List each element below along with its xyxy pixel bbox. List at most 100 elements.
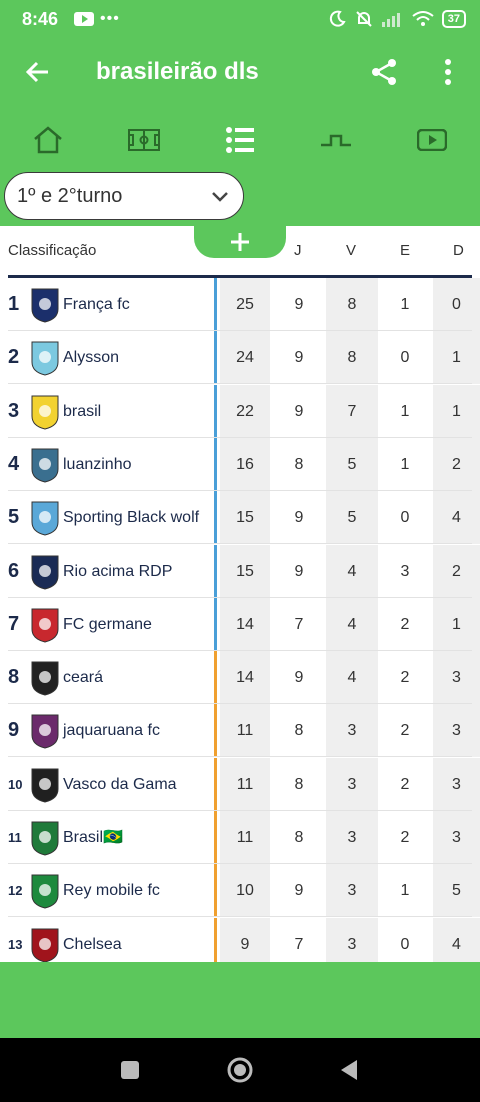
table-row[interactable]: 1 França fc 25 9 8 1 0 [0, 278, 480, 331]
expand-tab-button[interactable] [194, 226, 286, 258]
zone-indicator [214, 597, 217, 651]
recent-apps-icon[interactable] [116, 1056, 144, 1084]
table-header: Classificação P J V E D [0, 226, 480, 278]
position-number: 10 [8, 776, 23, 792]
team-name: jaquaruana fc [63, 722, 160, 740]
home-nav-icon[interactable] [226, 1056, 254, 1084]
team-crest-icon [31, 874, 59, 909]
losses-cell: 2 [433, 544, 480, 598]
table-row[interactable]: 4 luanzinho 16 8 5 1 2 [0, 437, 480, 491]
team-name: brasil [63, 402, 102, 420]
losses-cell: 1 [433, 331, 480, 385]
row-divider [8, 916, 472, 918]
wins-cell: 7 [326, 384, 378, 438]
tab-home[interactable] [28, 122, 68, 158]
table-row[interactable]: 3 brasil 22 9 7 1 1 [0, 384, 480, 438]
more-vert-icon[interactable] [436, 56, 460, 88]
draws-cell: 3 [400, 562, 410, 580]
team-name: Chelsea [63, 935, 122, 953]
back-nav-icon[interactable] [336, 1056, 364, 1084]
tab-field[interactable] [124, 122, 164, 158]
team-name: Alysson [63, 349, 120, 367]
games-cell: 7 [294, 935, 304, 953]
games-cell: 7 [294, 615, 304, 633]
bracket-icon [321, 134, 351, 147]
table-row[interactable]: 9 jaquaruana fc 11 8 3 2 3 [0, 704, 480, 758]
position-number: 8 [8, 666, 20, 689]
header-classification: Classificação [8, 242, 97, 259]
position-number: 1 [8, 293, 20, 315]
team-name: Brasil🇧🇷 [63, 829, 123, 846]
position-number: 13 [8, 936, 23, 952]
team-crest-icon [31, 555, 59, 590]
games-cell: 9 [294, 509, 304, 527]
losses-cell: 5 [433, 864, 480, 918]
points-cell: 10 [220, 864, 270, 918]
games-cell: 8 [294, 455, 304, 473]
points-cell: 11 [220, 757, 270, 811]
table-row[interactable]: 6 Rio acima RDP 15 9 4 3 2 [0, 544, 480, 598]
row-divider [8, 436, 472, 438]
team-crest-icon [31, 608, 59, 643]
turn-dropdown-value: 1º e 2°turno [17, 184, 123, 207]
table-row[interactable]: 2 Alysson 24 9 8 0 1 [0, 331, 480, 385]
wins-cell: 8 [326, 331, 378, 385]
app-bar: brasileirão dls [0, 38, 480, 106]
team-crest-icon [31, 448, 59, 483]
row-divider [8, 703, 472, 705]
tab-bracket[interactable] [316, 122, 356, 158]
table-row[interactable]: 7 FC germane 14 7 4 2 1 [0, 597, 480, 651]
games-cell: 9 [294, 562, 304, 580]
tab-video[interactable] [412, 122, 452, 158]
points-cell: 16 [220, 437, 270, 491]
draws-cell: 0 [400, 349, 410, 367]
bell-off-icon [356, 11, 372, 27]
games-cell: 9 [294, 349, 304, 367]
table-row[interactable]: 12 Rey mobile fc 10 9 3 1 5 [0, 864, 480, 918]
draws-cell: 2 [400, 722, 410, 740]
draws-cell: 2 [400, 775, 410, 793]
points-cell: 14 [220, 651, 270, 705]
system-nav-bar [0, 1038, 480, 1102]
battery-icon: 37 [441, 10, 466, 28]
table-row[interactable]: 8 ceará 14 9 4 2 3 [0, 651, 480, 705]
position-number: 11 [8, 830, 22, 845]
team-crest-icon [31, 714, 59, 749]
back-arrow-icon[interactable] [22, 56, 54, 88]
points-cell: 24 [220, 331, 270, 385]
table-row[interactable]: 10 Vasco da Gama 11 8 3 2 3 [0, 757, 480, 811]
team-crest-icon [31, 661, 59, 696]
position-number: 5 [8, 506, 20, 529]
points-cell: 9 [220, 917, 270, 962]
zone-indicator [214, 704, 217, 758]
games-cell: 8 [294, 722, 304, 740]
row-divider [8, 756, 472, 758]
tab-standings[interactable] [220, 122, 260, 158]
games-cell: 8 [294, 829, 304, 846]
status-bar: 8:46 ••• 37 [0, 0, 480, 38]
team-crest-icon [31, 341, 59, 376]
losses-cell: 0 [433, 278, 480, 331]
team-name: FC germane [63, 615, 152, 633]
team-crest-icon [31, 821, 59, 856]
points-cell: 15 [220, 491, 270, 545]
table-row[interactable]: 5 Sporting Black wolf 15 9 5 0 4 [0, 491, 480, 545]
table-row[interactable]: 11 Brasil🇧🇷 11 8 3 2 3 [0, 811, 480, 864]
team-name: Sporting Black wolf [63, 509, 200, 527]
table-row[interactable]: 13 Chelsea 9 7 3 0 4 [0, 917, 480, 962]
header-losses: D [453, 242, 464, 259]
share-icon[interactable] [368, 56, 400, 88]
wins-cell: 5 [326, 491, 378, 545]
team-name: Rio acima RDP [63, 562, 173, 580]
zone-indicator [214, 864, 217, 918]
team-name: Vasco da Gama [63, 775, 177, 793]
team-name: ceará [63, 669, 104, 687]
zone-indicator [214, 811, 217, 864]
team-crest-icon [31, 768, 59, 803]
wins-cell: 3 [326, 811, 378, 864]
turn-dropdown[interactable]: 1º e 2°turno [4, 172, 244, 220]
wins-cell: 3 [326, 757, 378, 811]
zone-indicator [214, 491, 217, 545]
chevron-down-icon [212, 192, 228, 202]
points-cell: 25 [220, 278, 270, 331]
